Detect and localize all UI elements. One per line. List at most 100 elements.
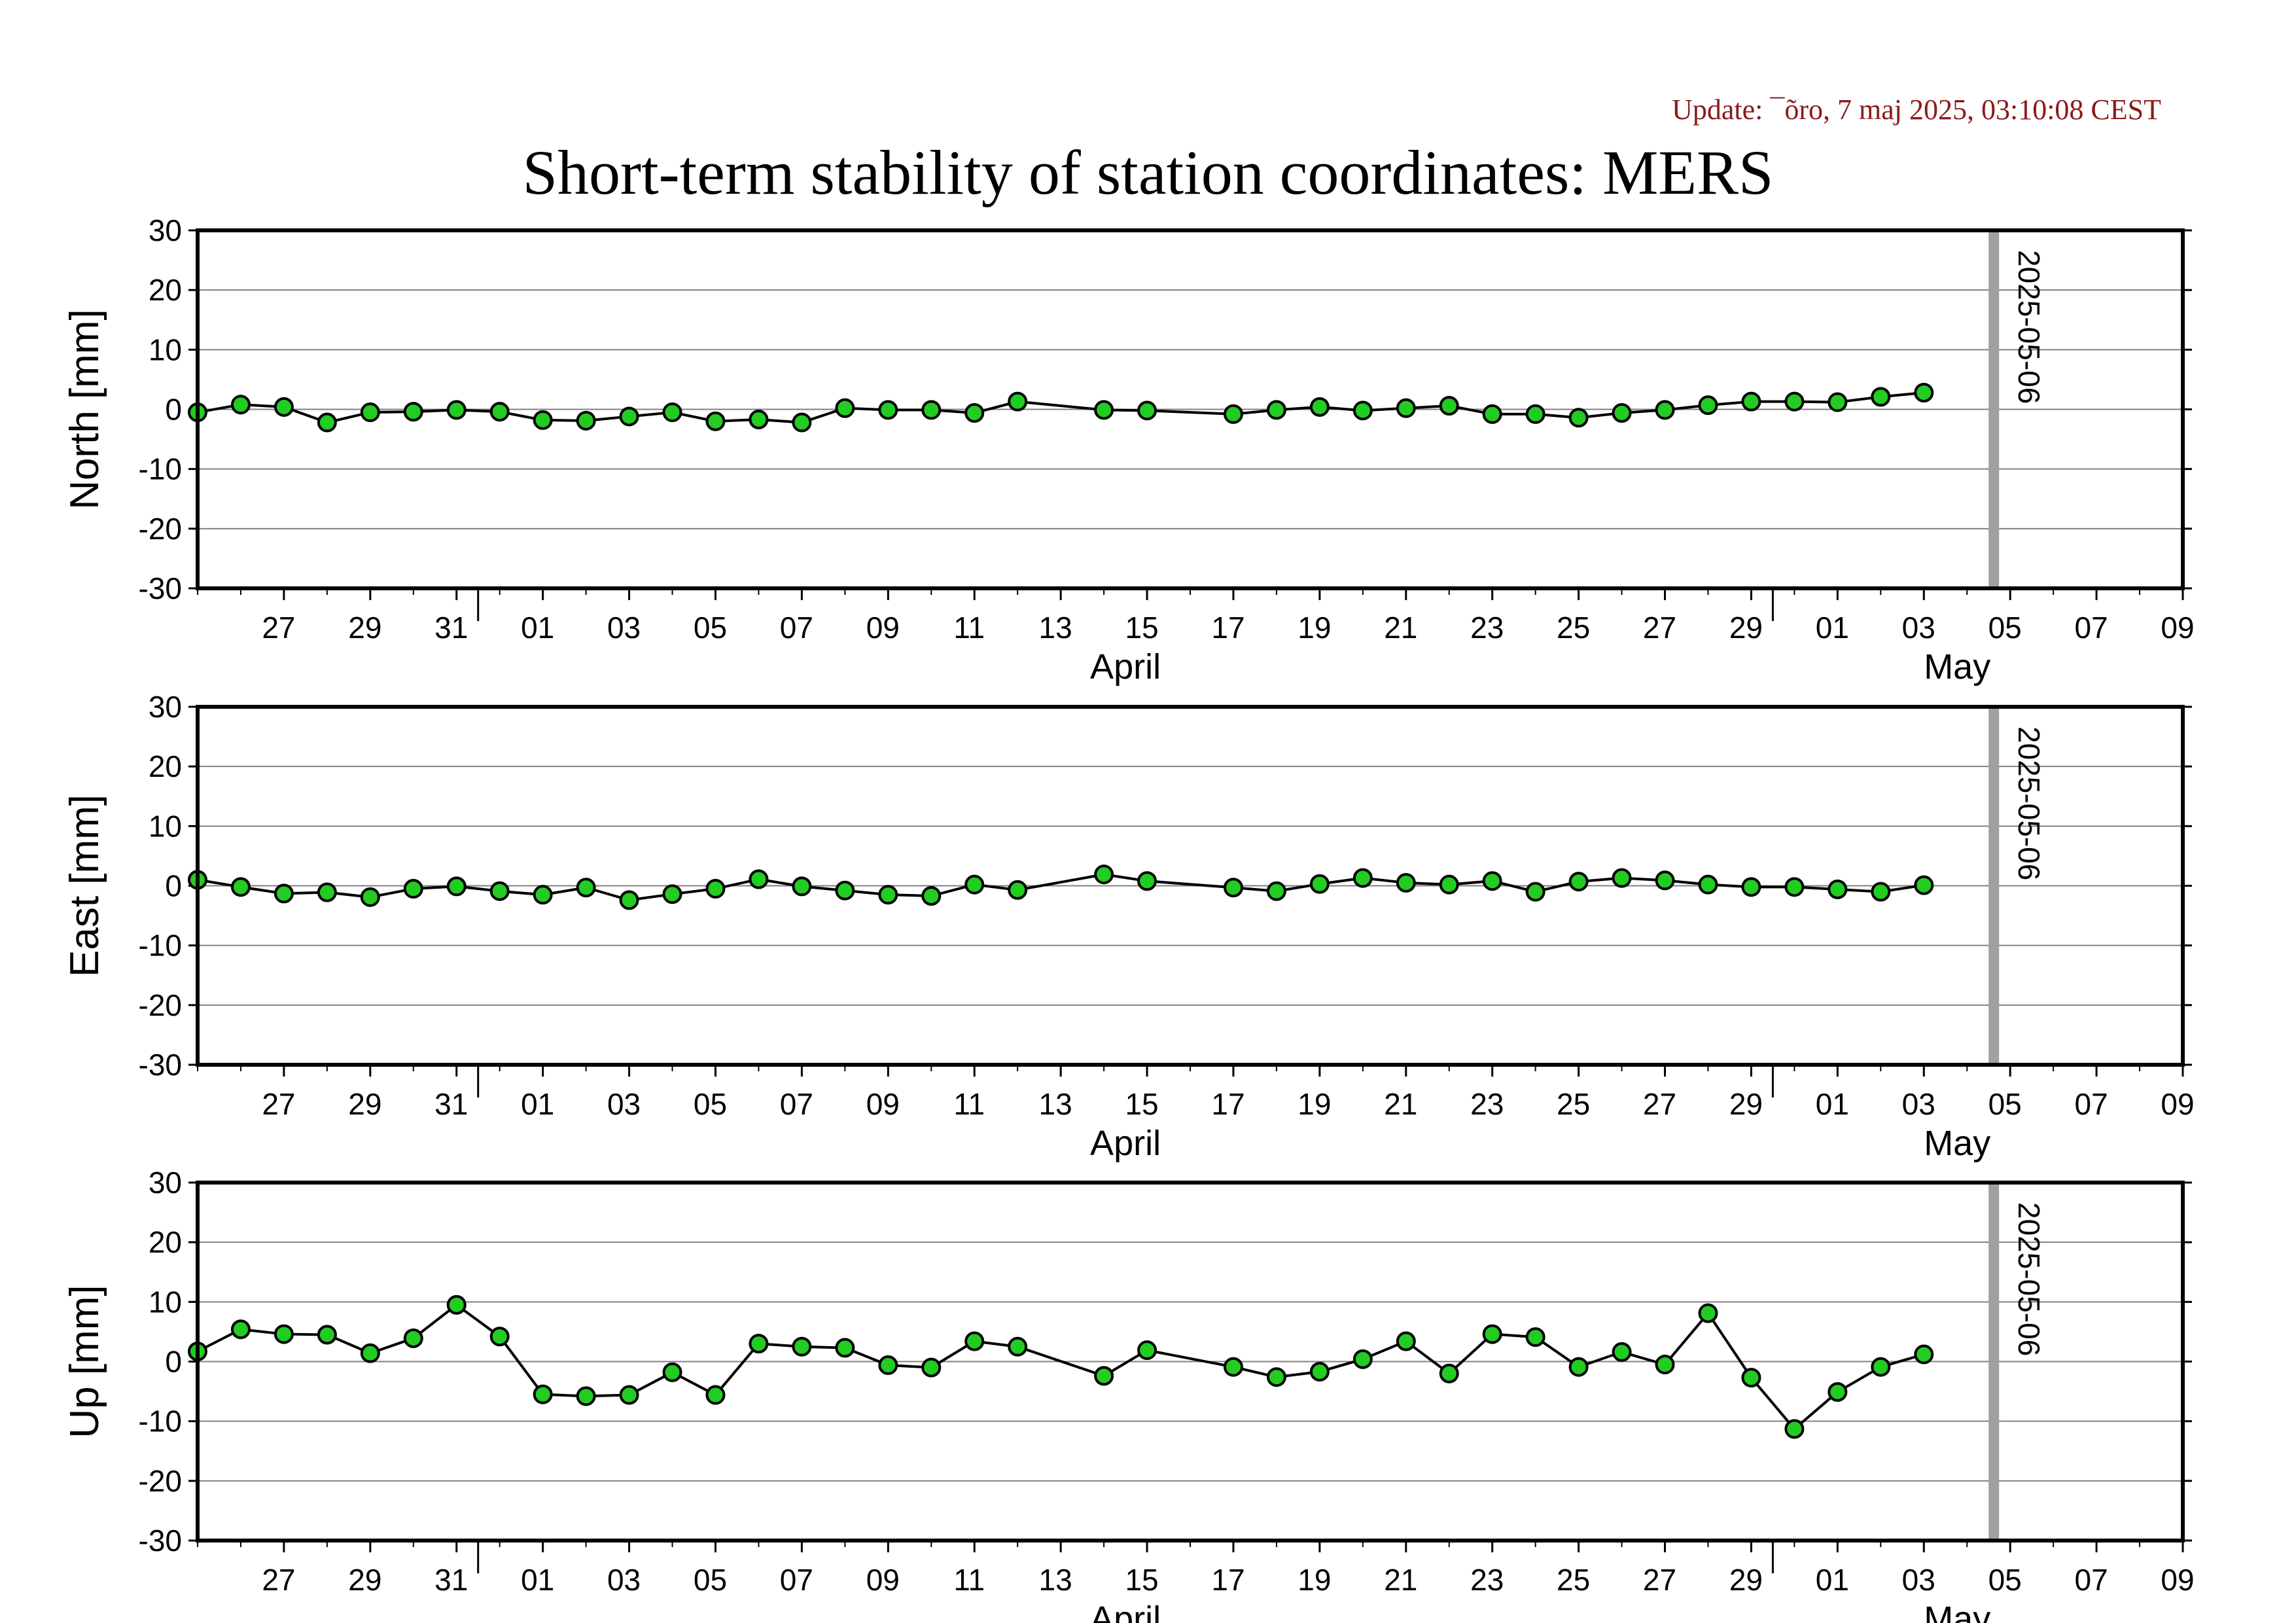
date-marker-label: 2025-05-06 [2012, 1202, 2046, 1356]
x-tick-label: 27 [1643, 1087, 1676, 1121]
y-tick-label: -10 [139, 1404, 182, 1438]
data-point [1266, 881, 1286, 901]
data-point [662, 884, 682, 904]
x-tick-label: 27 [262, 1563, 295, 1597]
x-tick-label: 03 [1902, 1087, 1935, 1121]
date-marker-label: 2025-05-06 [2012, 726, 2046, 880]
data-point [360, 402, 380, 423]
data-point [403, 1328, 423, 1348]
data-point [1352, 1349, 1373, 1369]
data-point [964, 402, 985, 423]
data-point [317, 882, 337, 902]
data-point [1439, 1363, 1459, 1383]
data-point [878, 885, 898, 905]
y-tick-label: -20 [139, 988, 182, 1022]
x-tick-label: 01 [1816, 611, 1849, 645]
data-point [1698, 874, 1718, 895]
plot-frame [196, 705, 2185, 1067]
y-tick-label: -30 [139, 1048, 182, 1082]
y-tick-label: 20 [149, 1225, 182, 1259]
data-point [1266, 400, 1286, 420]
x-month-label: April [1090, 1124, 1161, 1163]
data-point [317, 412, 337, 433]
data-point [1655, 870, 1675, 891]
x-tick-label: 03 [1902, 611, 1935, 645]
x-month-label: April [1090, 647, 1161, 687]
data-point [1784, 391, 1805, 412]
data-point [533, 1384, 553, 1404]
x-tick-label: 19 [1298, 611, 1331, 645]
data-point [619, 406, 639, 427]
y-axis-label: Up [mm] [62, 1285, 107, 1438]
data-point [1655, 1355, 1675, 1375]
x-tick-label: 05 [1988, 1087, 2022, 1121]
x-tick-label: 05 [694, 1087, 727, 1121]
data-point [1223, 1357, 1243, 1377]
data-point [1914, 875, 1934, 895]
x-tick-label: 31 [434, 1563, 468, 1597]
data-point [230, 395, 251, 415]
data-point [1655, 400, 1675, 420]
x-tick-label: 27 [262, 611, 295, 645]
data-point [1828, 879, 1848, 899]
x-tick-label: 17 [1211, 611, 1245, 645]
data-point [705, 879, 726, 899]
y-axis-label: East [mm] [62, 794, 107, 977]
x-tick-label: 07 [2075, 1563, 2108, 1597]
data-point [921, 1357, 942, 1378]
y-tick-label: 20 [149, 749, 182, 783]
data-point [1137, 401, 1157, 421]
data-point [1137, 1340, 1157, 1361]
x-month-label: May [1924, 1599, 1990, 1623]
data-point [705, 1385, 726, 1405]
x-tick-label: 11 [953, 1087, 985, 1121]
x-tick-label: 29 [1729, 1087, 1763, 1121]
data-point [1482, 1324, 1502, 1344]
y-tick-label: -20 [139, 1464, 182, 1498]
x-tick-label: 07 [2075, 611, 2108, 645]
data-point [317, 1325, 337, 1345]
data-point [964, 874, 985, 895]
data-point [1871, 1357, 1891, 1377]
data-point [230, 1319, 251, 1340]
data-point [446, 876, 467, 897]
data-point [1914, 382, 1934, 402]
data-point [749, 409, 769, 429]
x-tick-label: 23 [1470, 1087, 1504, 1121]
data-point [1871, 882, 1891, 902]
data-point [1612, 1342, 1632, 1362]
x-tick-label: 07 [780, 611, 813, 645]
y-tick-label: 10 [149, 332, 182, 366]
y-tick-label: 0 [165, 1345, 182, 1379]
plot-frame [196, 228, 2185, 590]
data-point [446, 400, 467, 420]
x-tick-label: 29 [348, 1563, 381, 1597]
data-point [1439, 874, 1459, 895]
data-point [792, 876, 812, 897]
data-point [792, 1336, 812, 1357]
data-point [1352, 401, 1373, 421]
data-point [835, 1338, 855, 1358]
data-point [1008, 880, 1028, 900]
y-tick-label: -20 [139, 512, 182, 546]
data-point [1008, 391, 1028, 412]
x-tick-label: 09 [866, 611, 900, 645]
data-point [1396, 872, 1416, 893]
x-tick-label: 21 [1384, 1563, 1417, 1597]
x-tick-label: 09 [2161, 1087, 2194, 1121]
data-point [274, 1324, 294, 1344]
data-point [1309, 397, 1330, 417]
x-tick-label: 09 [2161, 611, 2194, 645]
data-point [1309, 874, 1330, 894]
data-point [835, 398, 855, 418]
data-point [792, 412, 812, 433]
data-point [1741, 391, 1761, 412]
y-tick-label: 10 [149, 1285, 182, 1319]
x-tick-label: 29 [348, 611, 381, 645]
data-point [533, 410, 553, 430]
x-month-label: May [1924, 647, 1990, 687]
data-point [576, 1386, 596, 1406]
